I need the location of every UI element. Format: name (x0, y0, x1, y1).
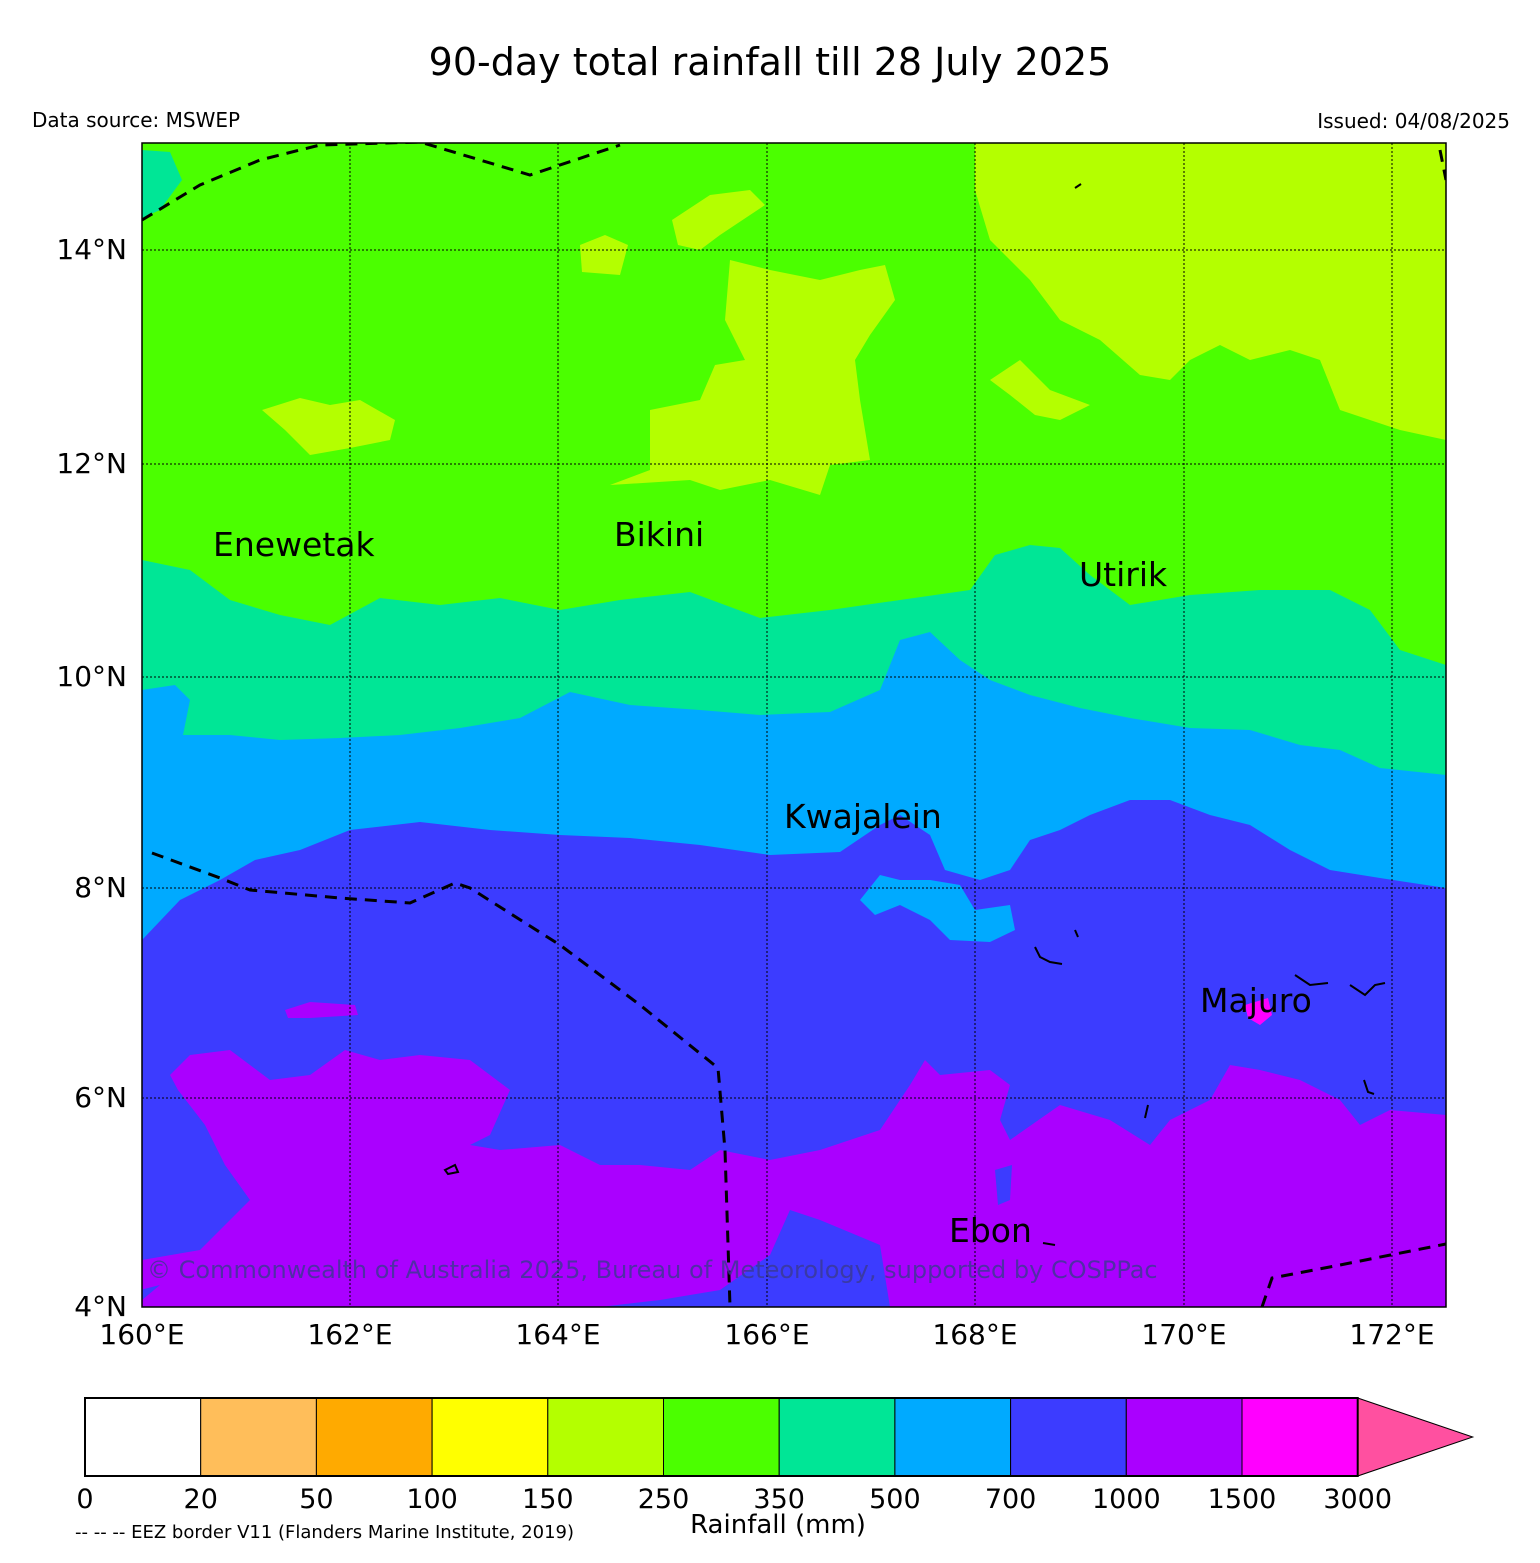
band-500-700-kwaj (860, 875, 1015, 942)
band-150-250-mid (990, 360, 1090, 420)
band-150-250-patch (610, 260, 895, 495)
colorbar-label: Rainfall (mm) (690, 1510, 866, 1540)
colorbar-segment (1125, 1397, 1243, 1477)
lon-label: 164°E (515, 1318, 600, 1351)
colorbar-segment (1241, 1397, 1359, 1477)
colorbar-tick-label: 150 (522, 1484, 574, 1515)
lon-label: 166°E (724, 1318, 809, 1351)
data-source: Data source: MSWEP (32, 108, 241, 132)
colorbar-tick-label: 1000 (1092, 1484, 1161, 1515)
lon-label: 160°E (99, 1318, 184, 1351)
band-1000-1500 (142, 1050, 1446, 1307)
lon-label: 172°E (1349, 1318, 1434, 1351)
latitude-labels: 14°N 12°N 10°N 8°N 6°N 4°N (56, 233, 127, 1323)
band-500-700-west (142, 685, 190, 745)
colorbar-segment (778, 1397, 896, 1477)
colorbar-tick-label: 100 (406, 1484, 458, 1515)
lat-label: 14°N (56, 233, 127, 266)
place-majuro: Majuro (1200, 981, 1312, 1020)
colorbar-tick-label: 50 (299, 1484, 333, 1515)
band-150-250-north (672, 190, 765, 250)
map-title: 90-day total rainfall till 28 July 2025 (428, 40, 1112, 84)
colorbar-segment (84, 1397, 202, 1477)
colorbar-segment (663, 1397, 780, 1477)
place-kwajalein: Kwajalein (784, 797, 942, 836)
band-1500-3000-majuro (1245, 998, 1272, 1025)
lon-label: 168°E (932, 1318, 1017, 1351)
colorbar-segment (315, 1397, 433, 1477)
colorbar-segment (547, 1397, 664, 1477)
band-350-500-nw (142, 150, 182, 218)
colorbar-segment (894, 1397, 1012, 1477)
band-150-250-west (262, 398, 395, 455)
lat-label: 12°N (56, 447, 127, 480)
eez-legend-note: -- -- -- EEZ border V11 (Flanders Marine… (75, 1522, 575, 1543)
map-frame (141, 142, 1447, 1308)
atolls (443, 183, 1386, 1246)
colorbar-tick-label: 3000 (1323, 1484, 1392, 1515)
colorbar-tick-label: 350 (753, 1484, 805, 1515)
colorbar-tick-label: 0 (76, 1484, 93, 1515)
colorbar: 0 20 50 100 150 250 350 500 700 1000 1500 3000 (76, 1397, 1475, 1515)
lat-label: 10°N (56, 660, 127, 693)
place-enewetak: Enewetak (213, 525, 376, 564)
colorbar-tick-label: 500 (869, 1484, 921, 1515)
colorbar-segment (431, 1397, 549, 1477)
eez-border (142, 143, 1446, 1307)
colorbar-tick-label: 20 (184, 1484, 218, 1515)
lon-label: 162°E (307, 1318, 392, 1351)
place-utirik: Utirik (1079, 555, 1168, 594)
lat-label: 4°N (74, 1290, 127, 1323)
colorbar-frame (84, 1397, 1359, 1477)
colorbar-extend-arrow (1357, 1397, 1475, 1477)
lon-label: 170°E (1141, 1318, 1226, 1351)
longitude-labels: 160°E 162°E 164°E 166°E 168°E 170°E 172°… (99, 1318, 1434, 1351)
colorbar-tick-label: 1500 (1208, 1484, 1277, 1515)
lat-label: 8°N (74, 871, 127, 904)
place-bikini: Bikini (614, 515, 704, 554)
issued-date: Issued: 04/08/2025 (1317, 109, 1510, 133)
band-150-250-ne (975, 143, 1446, 440)
place-ebon: Ebon (949, 1211, 1032, 1250)
colorbar-segment (1010, 1397, 1127, 1477)
lat-label: 6°N (74, 1081, 127, 1114)
colorbar-tick-label: 700 (985, 1484, 1037, 1515)
band-150-250-north2 (580, 235, 628, 275)
band-1000-1500-west (285, 1002, 358, 1018)
colorbar-segment (200, 1397, 317, 1477)
band-700-1000-ebon (995, 1165, 1012, 1205)
copyright-watermark: © Commonwealth of Australia 2025, Bureau… (147, 1256, 1158, 1284)
colorbar-tick-label: 250 (638, 1484, 690, 1515)
graticule (142, 143, 1446, 1307)
